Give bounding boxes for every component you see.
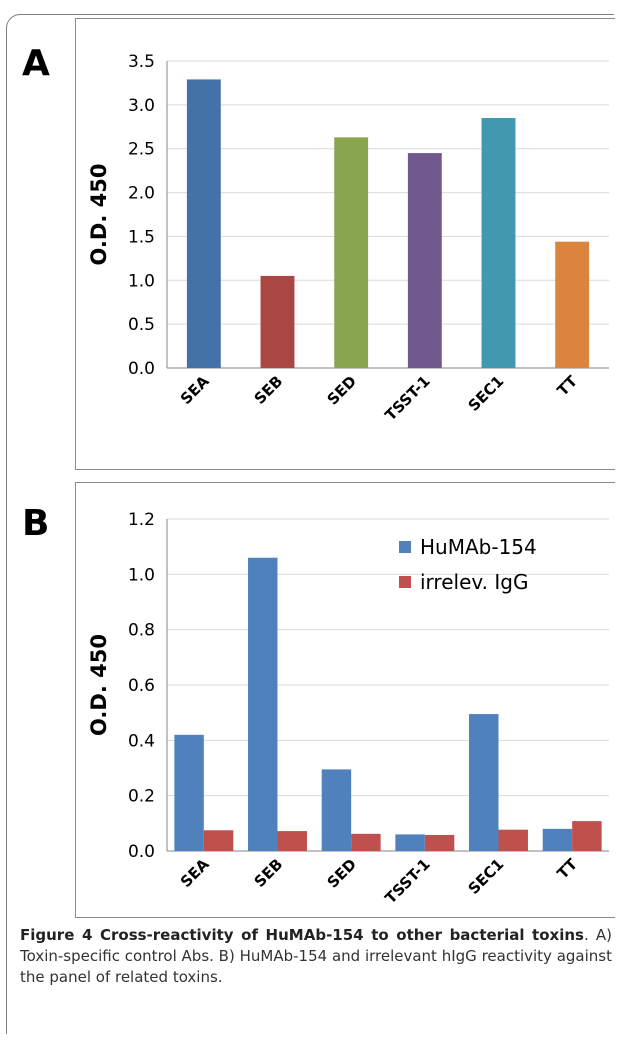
chart-b-legend-swatch — [399, 541, 411, 553]
chart-a-x-tick-label: SEC1 — [465, 372, 508, 415]
caption-title: Figure 4 Cross-reactivity of HuMAb-154 t… — [20, 926, 584, 944]
chart-a-y-tick-label: 0.0 — [128, 359, 155, 379]
chart-b-bar — [248, 557, 278, 851]
chart-b-y-tick-label: 0.4 — [128, 731, 155, 751]
chart-b-x-tick-label: SEC1 — [465, 855, 508, 898]
chart-panel-a: 0.0 0.5 1.0 1.5 2.0 2.5 3.0 3.5 O.D. 450 SEA SEB SE… — [75, 18, 615, 470]
chart-b-bar — [203, 830, 234, 851]
chart-b-bar — [542, 828, 573, 851]
chart-a-y-tick-label: 3.5 — [128, 52, 155, 72]
chart-b-x-tick-label: TT — [554, 855, 582, 883]
chart-b-bar — [469, 714, 499, 851]
chart-b-y-axis-title: O.D. 450 — [87, 634, 111, 736]
chart-b-x-tick-label: TSST-1 — [381, 855, 433, 907]
chart-a-y-tick-label: 1.5 — [128, 227, 155, 247]
figure-frame — [6, 14, 614, 1034]
chart-b-bar — [321, 769, 352, 851]
chart-b-bar — [572, 821, 602, 851]
chart-b-bar — [277, 831, 307, 851]
caption-text: . A) Toxin-specific control Abs. B) HuMA… — [20, 926, 612, 986]
chart-b-bar — [174, 734, 204, 851]
chart-b-bar — [351, 833, 381, 851]
chart-b-legend-label: HuMAb-154 — [420, 535, 537, 559]
chart-a-y-tick-label: 2.0 — [128, 184, 155, 204]
chart-b-y-tick-label: 0.2 — [128, 787, 155, 807]
chart-a-y-tick-label: 0.5 — [128, 315, 155, 335]
chart-a-svg: 0.0 0.5 1.0 1.5 2.0 2.5 3.0 3.5 O.D. 450 SEA SEB SE… — [87, 52, 609, 424]
chart-a-bar — [334, 137, 369, 368]
chart-b-svg: 0.0 0.2 0.4 0.6 0.8 1.0 1.2 O.D. 450 SEA SEB SED TS… — [87, 510, 609, 907]
chart-a-bar — [407, 153, 442, 368]
chart-b-legend-label: irrelev. IgG — [420, 570, 528, 594]
chart-a-x-tick-label: TT — [554, 372, 582, 400]
chart-b-y-tick-label: 0.8 — [128, 621, 155, 641]
chart-b-y-tick-label: 1.0 — [128, 565, 155, 585]
chart-b-x-tick-label: SEA — [177, 855, 213, 891]
chart-a-x-tick-label: SEA — [177, 372, 213, 408]
panel-b-letter: B — [22, 503, 50, 544]
chart-a-x-tick-label: SEB — [251, 372, 287, 408]
figure-caption: Figure 4 Cross-reactivity of HuMAb-154 t… — [20, 925, 612, 988]
chart-a-x-tick-label: TSST-1 — [381, 372, 433, 424]
chart-a-y-tick-label: 3.0 — [128, 96, 155, 116]
chart-a-y-axis-title: O.D. 450 — [87, 164, 111, 266]
chart-b-bar — [395, 834, 425, 851]
chart-b-x-tick-label: SEB — [251, 855, 287, 891]
panel-a-letter: A — [22, 43, 50, 84]
chart-b-y-tick-label: 1.2 — [128, 510, 155, 530]
chart-b-y-tick-label: 0.0 — [128, 842, 155, 862]
chart-b-legend-swatch — [399, 576, 411, 588]
chart-panel-b: 0.0 0.2 0.4 0.6 0.8 1.0 1.2 O.D. 450 SEA SEB SED TS… — [75, 482, 615, 918]
chart-a-x-tick-label: SED — [324, 372, 360, 408]
chart-a-y-tick-label: 2.5 — [128, 140, 155, 160]
chart-b-x-tick-label: SED — [324, 855, 360, 891]
chart-a-bar — [260, 275, 295, 368]
chart-a-bar — [555, 241, 590, 368]
chart-a-y-tick-label: 1.0 — [128, 271, 155, 291]
chart-b-bar — [498, 829, 528, 851]
chart-b-bar — [424, 834, 455, 851]
chart-a-bar — [481, 118, 516, 368]
chart-a-bar — [186, 79, 221, 369]
chart-b-y-tick-label: 0.6 — [128, 676, 155, 696]
